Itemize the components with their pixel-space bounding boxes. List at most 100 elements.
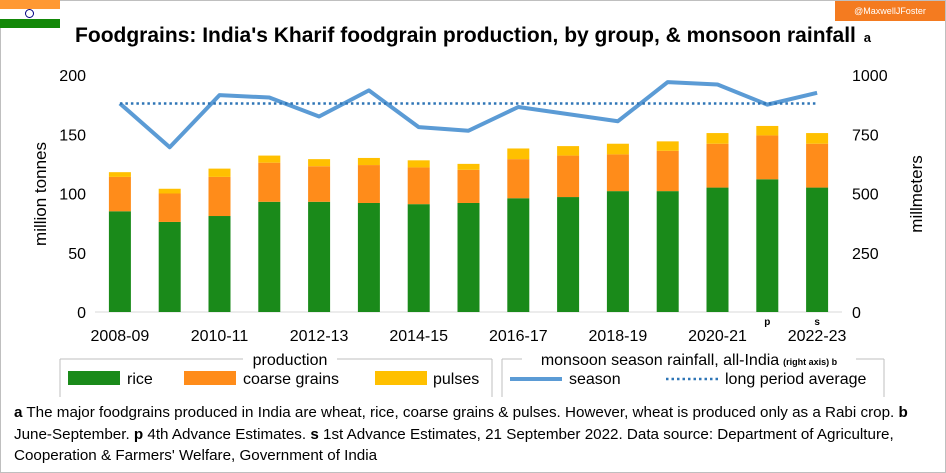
flag-green-band [0,18,60,28]
footnote-s-key: s [310,425,319,443]
y2-tick-label: 500 [852,187,879,204]
y-tick-label: 200 [59,68,86,85]
bar-rice [457,202,480,312]
credit-badge: @MaxwellJFoster [835,1,945,21]
bar-coarse-grains [557,155,580,198]
legend-label-long-period-average: long period average [725,371,867,388]
bar-pulses [756,125,779,136]
bar-pulses [557,146,580,156]
footnote-a-text: The major foodgrains produced in India a… [22,404,899,421]
bar-pulses [457,163,480,170]
footnote-a-key: a [14,404,23,421]
y-axis-ticks: 0 50 100 150 200 [59,68,86,322]
x-tick-label: 2016-17 [489,328,548,345]
footnote-s-text: 1st Advance Estimates, 21 September 2022… [14,425,894,465]
footnote-p-key: p [133,425,144,443]
y-axis-title: million tonnes [31,142,50,246]
line-season [118,80,818,150]
x-category-note: p [764,317,770,328]
flag-saffron-band [0,0,60,10]
india-flag-icon [0,0,60,28]
bar-rice [407,204,430,312]
bar-pulses [258,155,281,163]
x-tick-label: 2008-09 [91,328,150,345]
x-tick-label: 2022-23 [788,328,847,345]
x-axis-ticks: 2008-09 2010-11 2012-13 2014-15 2016-17 2018-… [91,317,847,345]
bar-pulses [108,172,131,177]
bar-coarse-grains [706,143,729,188]
legend-rainfall-title-main: monsoon season rainfall, all-India [541,352,779,369]
bar-coarse-grains [357,165,380,203]
legend-label-season: season [569,371,621,388]
bar-rice [557,197,580,312]
bar-coarse-grains [308,166,331,202]
bar-coarse-grains [806,143,829,188]
y2-tick-label: 1000 [852,68,888,85]
bar-pulses [606,143,629,155]
legend-swatch-rice [68,371,120,385]
legend-production: production rice coarse grains pulses [59,352,493,397]
flag-chakra [25,9,34,19]
x-tick-label: 2020-21 [688,328,747,345]
bar-coarse-grains [507,159,530,199]
bar-coarse-grains [108,176,131,212]
y2-tick-label: 250 [852,246,879,263]
bar-coarse-grains [457,169,480,203]
footnote-p-text: 4th Advance Estimates. [143,425,311,443]
bar-rice [706,187,729,312]
chart-title: Foodgrains: India's Kharif foodgrain pro… [0,24,946,48]
bar-pulses [656,141,679,151]
y2-tick-label: 750 [852,127,879,144]
bar-coarse-grains [158,193,181,222]
legend-production-title: production [253,352,328,369]
bar-pulses [158,188,181,194]
bar-rice [108,211,131,312]
bar-rice [357,202,380,312]
bar-coarse-grains [756,135,779,180]
title-footnote-marker: a [863,30,871,45]
x-tick-label: 2014-15 [389,328,448,345]
y-tick-label: 0 [77,305,86,322]
bar-pulses [706,133,729,144]
bar-coarse-grains [208,176,231,217]
legend-rainfall-title-note: (right axis) b [783,357,838,367]
legend-rainfall: monsoon season rainfall, all-India (right… [501,352,885,397]
bar-pulses [407,160,430,168]
y2-tick-label: 0 [852,305,861,322]
y2-axis-title: millmeters [907,155,926,232]
footnote-b-key: b [898,404,908,421]
legend-label-rice: rice [127,371,153,388]
chart-title-text: Foodgrains: India's Kharif foodgrain pro… [75,24,856,47]
bar-rice [606,191,629,312]
bar-coarse-grains [656,150,679,192]
bar-pulses [308,159,331,167]
x-tick-label: 2018-19 [589,328,648,345]
bar-rice [806,187,829,312]
legend-swatch-coarse-grains [184,371,236,385]
bar-rice [258,201,281,312]
x-tick-label: 2012-13 [290,328,349,345]
x-category-note: s [814,317,820,328]
chart-area: 0 50 100 150 200 0 250 500 750 1000 2008-09 2010-… [31,68,926,397]
legend-label-pulses: pulses [433,371,479,388]
legend-swatch-pulses [375,371,427,385]
lines-group [118,80,818,150]
bar-rice [208,216,231,312]
footnote-b-text: June-September. [14,425,134,443]
footnote: a The major foodgrains produced in India… [14,402,939,467]
x-tick-label: 2010-11 [191,328,249,345]
bars-group [108,125,829,312]
y-tick-label: 100 [59,187,86,204]
bar-rice [158,221,181,312]
bar-coarse-grains [606,154,629,192]
flag-white-band [0,9,60,19]
bar-pulses [507,148,530,160]
y-tick-label: 150 [59,127,86,144]
legend-label-coarse-grains: coarse grains [243,371,339,388]
bar-pulses [208,168,231,177]
bar-rice [507,198,530,312]
bar-pulses [806,133,829,144]
y2-axis-ticks: 0 250 500 750 1000 [852,68,888,322]
y-tick-label: 50 [68,246,86,263]
bar-coarse-grains [258,162,281,202]
